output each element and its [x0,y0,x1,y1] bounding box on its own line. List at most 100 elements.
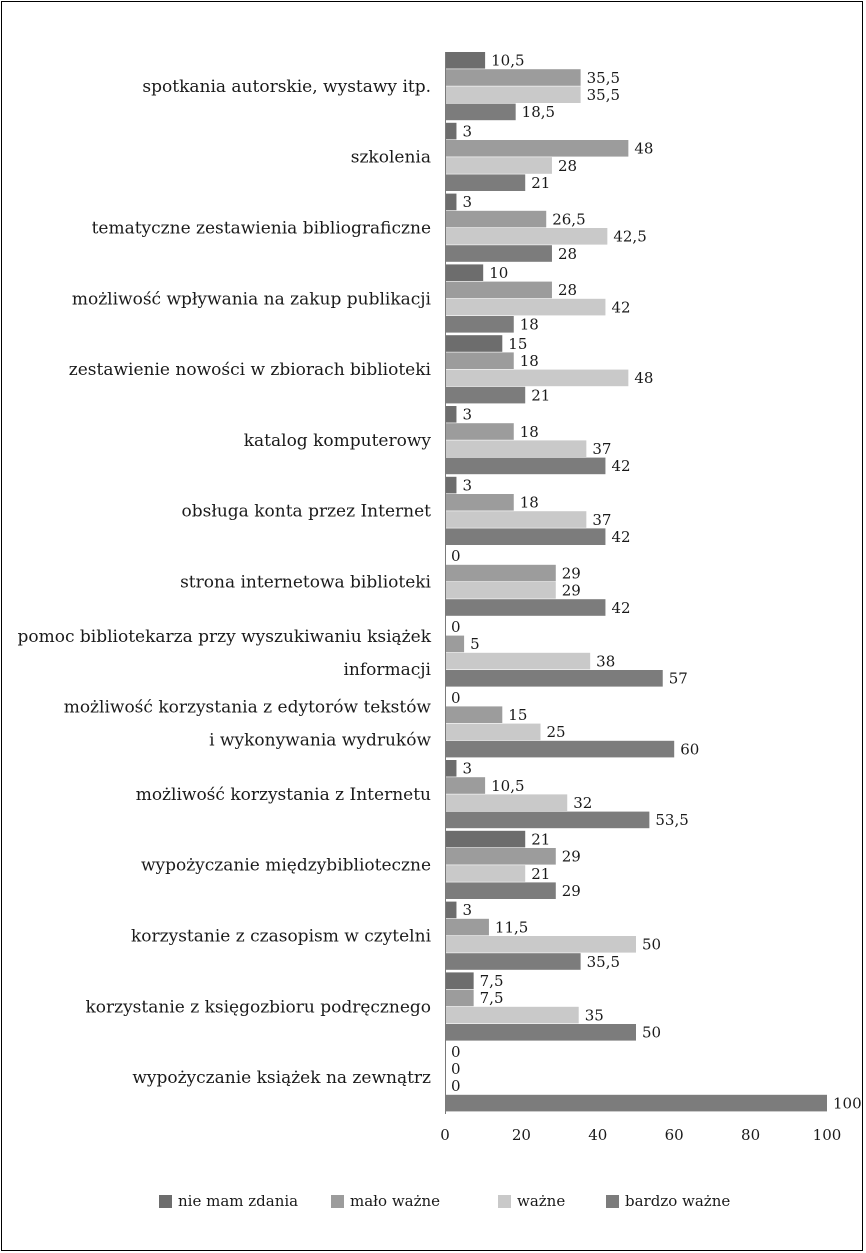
data-label: 42 [611,528,630,546]
data-label: 0 [451,689,461,707]
category-label: tematyczne zestawienia bibliograficzne [92,219,431,239]
data-label: 10,5 [491,777,524,795]
data-label: 35,5 [587,86,620,104]
bar-ważne-1 [445,157,552,174]
bar-mało-ważne-6 [445,494,514,511]
data-label: 29 [562,848,581,866]
data-label: 5 [470,635,480,653]
bar-ważne-10 [445,794,568,811]
data-label: 21 [531,865,550,883]
data-label: 18 [520,352,539,370]
data-label: 0 [451,1043,461,1061]
bar-mało-ważne-5 [445,423,514,440]
data-label: 37 [592,511,611,529]
bar-bardzo-ważne-5 [445,457,606,475]
data-label: 15 [508,335,527,353]
data-label: 48 [634,369,653,387]
bar-nie-mam-zdania-3 [445,264,484,281]
bar-ważne-3 [445,298,606,316]
x-tick-label: 40 [588,1126,607,1144]
category-label: wypożyczanie międzybiblioteczne [141,856,431,876]
data-label: 3 [462,760,472,778]
bar-mało-ważne-12 [445,918,489,936]
bar-mało-ważne-2 [445,210,547,228]
bar-bardzo-ważne-2 [445,245,552,262]
bar-ważne-7 [445,582,556,599]
bar-mało-ważne-0 [445,69,581,86]
data-label: 11,5 [495,918,528,936]
data-label: 7,5 [480,989,504,1007]
data-label: 53,5 [655,811,688,829]
x-tick-label: 0 [440,1126,450,1144]
data-label: 3 [462,406,472,424]
legend-swatch [498,1195,511,1208]
category-label: zestawienie nowości w zbiorach bibliotek… [69,360,432,380]
bar-ważne-2 [445,228,608,245]
data-label: 37 [592,440,611,458]
category-label: spotkania autorskie, wystawy itp. [142,77,431,97]
bar-ważne-12 [445,936,636,953]
data-label: 100 [833,1094,862,1112]
x-tick-label: 80 [741,1126,760,1144]
bar-bardzo-ważne-10 [445,811,650,829]
bar-mało-ważne-4 [445,352,514,369]
data-label: 0 [451,547,461,565]
data-label: 42 [611,599,630,617]
bar-ważne-0 [445,86,581,103]
bar-nie-mam-zdania-11 [445,830,526,848]
bar-mało-ważne-8 [445,635,465,653]
data-label: 28 [558,281,577,299]
data-label: 18,5 [522,103,555,121]
bar-bardzo-ważne-0 [445,103,516,121]
bar-mało-ważne-1 [445,140,629,157]
data-label: 0 [451,1077,461,1095]
bar-nie-mam-zdania-4 [445,335,503,352]
data-label: 21 [531,830,550,848]
bar-mało-ważne-10 [445,777,486,794]
bar-ważne-6 [445,511,587,528]
data-label: 3 [462,193,472,211]
category-label: strona internetowa biblioteki [180,573,431,593]
legend-label: ważne [517,1192,565,1210]
legend-swatch [331,1195,344,1208]
data-label: 25 [547,723,566,741]
category-label: możliwość wpływania na zakup publikacji [72,289,432,309]
data-label: 29 [562,564,581,582]
bar-ważne-13 [445,1006,579,1024]
bars-layer: 10,535,535,518,53482821326,542,528102842… [445,52,862,1112]
legend-swatch [159,1195,172,1208]
bar-ważne-5 [445,440,587,457]
bar-ważne-4 [445,369,629,387]
data-label: 28 [558,157,577,175]
data-label: 38 [596,652,615,670]
bar-bardzo-ważne-6 [445,528,606,545]
data-label: 48 [634,140,653,158]
x-tick-label: 60 [665,1126,684,1144]
category-label: i wykonywania wydruków [209,731,431,751]
legend-label: bardzo ważne [625,1192,730,1210]
category-label: korzystanie z księgozbioru podręcznego [85,997,431,1017]
bar-nie-mam-zdania-2 [445,193,457,211]
data-label: 3 [462,901,472,919]
data-label: 42 [611,298,630,316]
legend-label: nie mam zdania [178,1192,298,1210]
data-label: 60 [680,740,699,758]
bar-bardzo-ważne-3 [445,316,514,333]
category-label: pomoc bibliotekarza przy wyszukiwaniu ks… [18,627,432,647]
data-label: 35 [585,1006,604,1024]
x-tick-label: 20 [512,1126,531,1144]
data-label: 29 [562,582,581,600]
bar-bardzo-ważne-9 [445,740,675,758]
category-label: możliwość korzystania z Internetu [136,785,431,805]
bar-bardzo-ważne-12 [445,953,581,970]
data-label: 21 [531,386,550,404]
category-label: informacji [343,660,431,680]
data-label: 26,5 [552,210,585,228]
data-label: 10 [489,264,508,282]
bar-ważne-9 [445,723,541,741]
bar-nie-mam-zdania-13 [445,972,474,989]
bar-bardzo-ważne-4 [445,386,526,404]
data-label: 15 [508,706,527,724]
data-label: 42,5 [613,228,646,246]
